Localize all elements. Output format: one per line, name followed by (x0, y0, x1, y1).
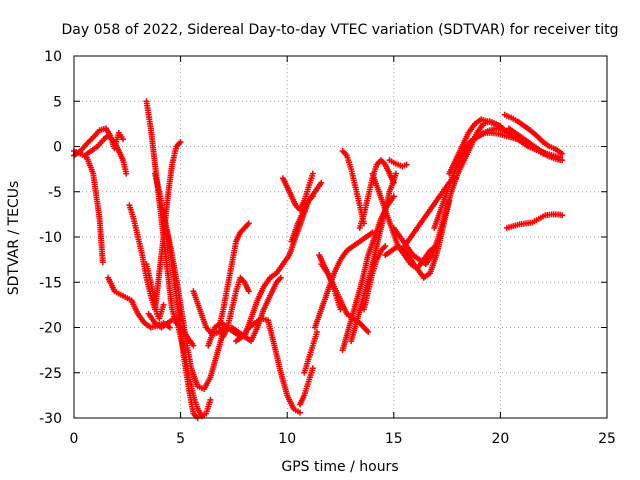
series-37 (446, 116, 504, 177)
series-3 (105, 274, 173, 331)
data-point (99, 259, 106, 266)
data-point (245, 288, 252, 295)
x-tick-label: 15 (385, 431, 403, 447)
series-27 (339, 193, 397, 354)
y-tick-label: -25 (39, 366, 62, 382)
y-tick-label: -5 (48, 185, 62, 201)
data-point (177, 139, 184, 145)
x-tick-label: 0 (70, 431, 79, 447)
series-18 (241, 179, 325, 340)
data-point (190, 342, 197, 349)
data-point (245, 220, 252, 227)
series-38 (454, 125, 512, 164)
tick-labels: 0 5 10 15 20 25 -30 -25 -20 -15 -10 -5 0 5 10 (39, 49, 616, 447)
data-point (309, 193, 316, 200)
series-22 (301, 329, 320, 376)
x-axis-label: GPS time / hours (281, 459, 398, 475)
grid (74, 56, 607, 418)
data-marks (71, 98, 566, 421)
series-33 (386, 157, 410, 170)
series-8 (152, 139, 184, 313)
chart-title: Day 058 of 2022, Sidereal Day-to-day VTE… (62, 22, 619, 38)
series-17 (233, 315, 303, 416)
series-14 (216, 220, 252, 331)
x-tick-label: 25 (598, 431, 616, 447)
y-tick-label: -10 (39, 230, 62, 246)
data-point (382, 243, 389, 250)
data-point (557, 157, 564, 164)
series-2 (81, 132, 130, 177)
data-point (403, 161, 410, 168)
data-point (123, 170, 130, 177)
y-tick-label: -15 (39, 275, 62, 291)
x-tick-label: 5 (176, 431, 185, 447)
data-point (390, 193, 397, 200)
y-tick-label: 10 (44, 49, 62, 65)
plot-frame (73, 55, 608, 419)
data-point (365, 329, 372, 335)
x-tick-label: 10 (278, 431, 296, 447)
x-tick-label: 20 (491, 431, 509, 447)
data-point (277, 274, 284, 281)
series-40 (505, 125, 564, 164)
y-tick-label: 0 (53, 140, 62, 156)
data-point (166, 324, 173, 331)
data-point (559, 150, 566, 157)
series-7 (143, 98, 197, 349)
series-30 (361, 243, 389, 313)
data-point (309, 365, 316, 372)
series-0 (71, 148, 106, 266)
data-point (314, 329, 320, 335)
data-point (120, 136, 126, 143)
data-point (318, 179, 325, 186)
data-point (390, 179, 397, 186)
data-point (297, 409, 303, 416)
data-point (392, 170, 399, 177)
series-39 (501, 111, 566, 157)
y-axis-label: SDTVAR / TECUs (6, 181, 22, 296)
series-25 (318, 261, 372, 335)
series-24 (311, 229, 376, 331)
y-tick-label: 5 (53, 94, 62, 110)
series-15 (220, 274, 252, 340)
y-tick-label: -20 (39, 321, 62, 337)
data-point (559, 212, 566, 219)
y-tick-label: -30 (39, 411, 62, 427)
series-1 (71, 125, 126, 159)
data-point (160, 301, 167, 308)
series-34 (390, 118, 564, 268)
series-21 (297, 365, 316, 408)
data-point (309, 170, 316, 177)
series-41 (503, 211, 566, 231)
series-20 (288, 193, 316, 245)
data-point (207, 396, 214, 403)
